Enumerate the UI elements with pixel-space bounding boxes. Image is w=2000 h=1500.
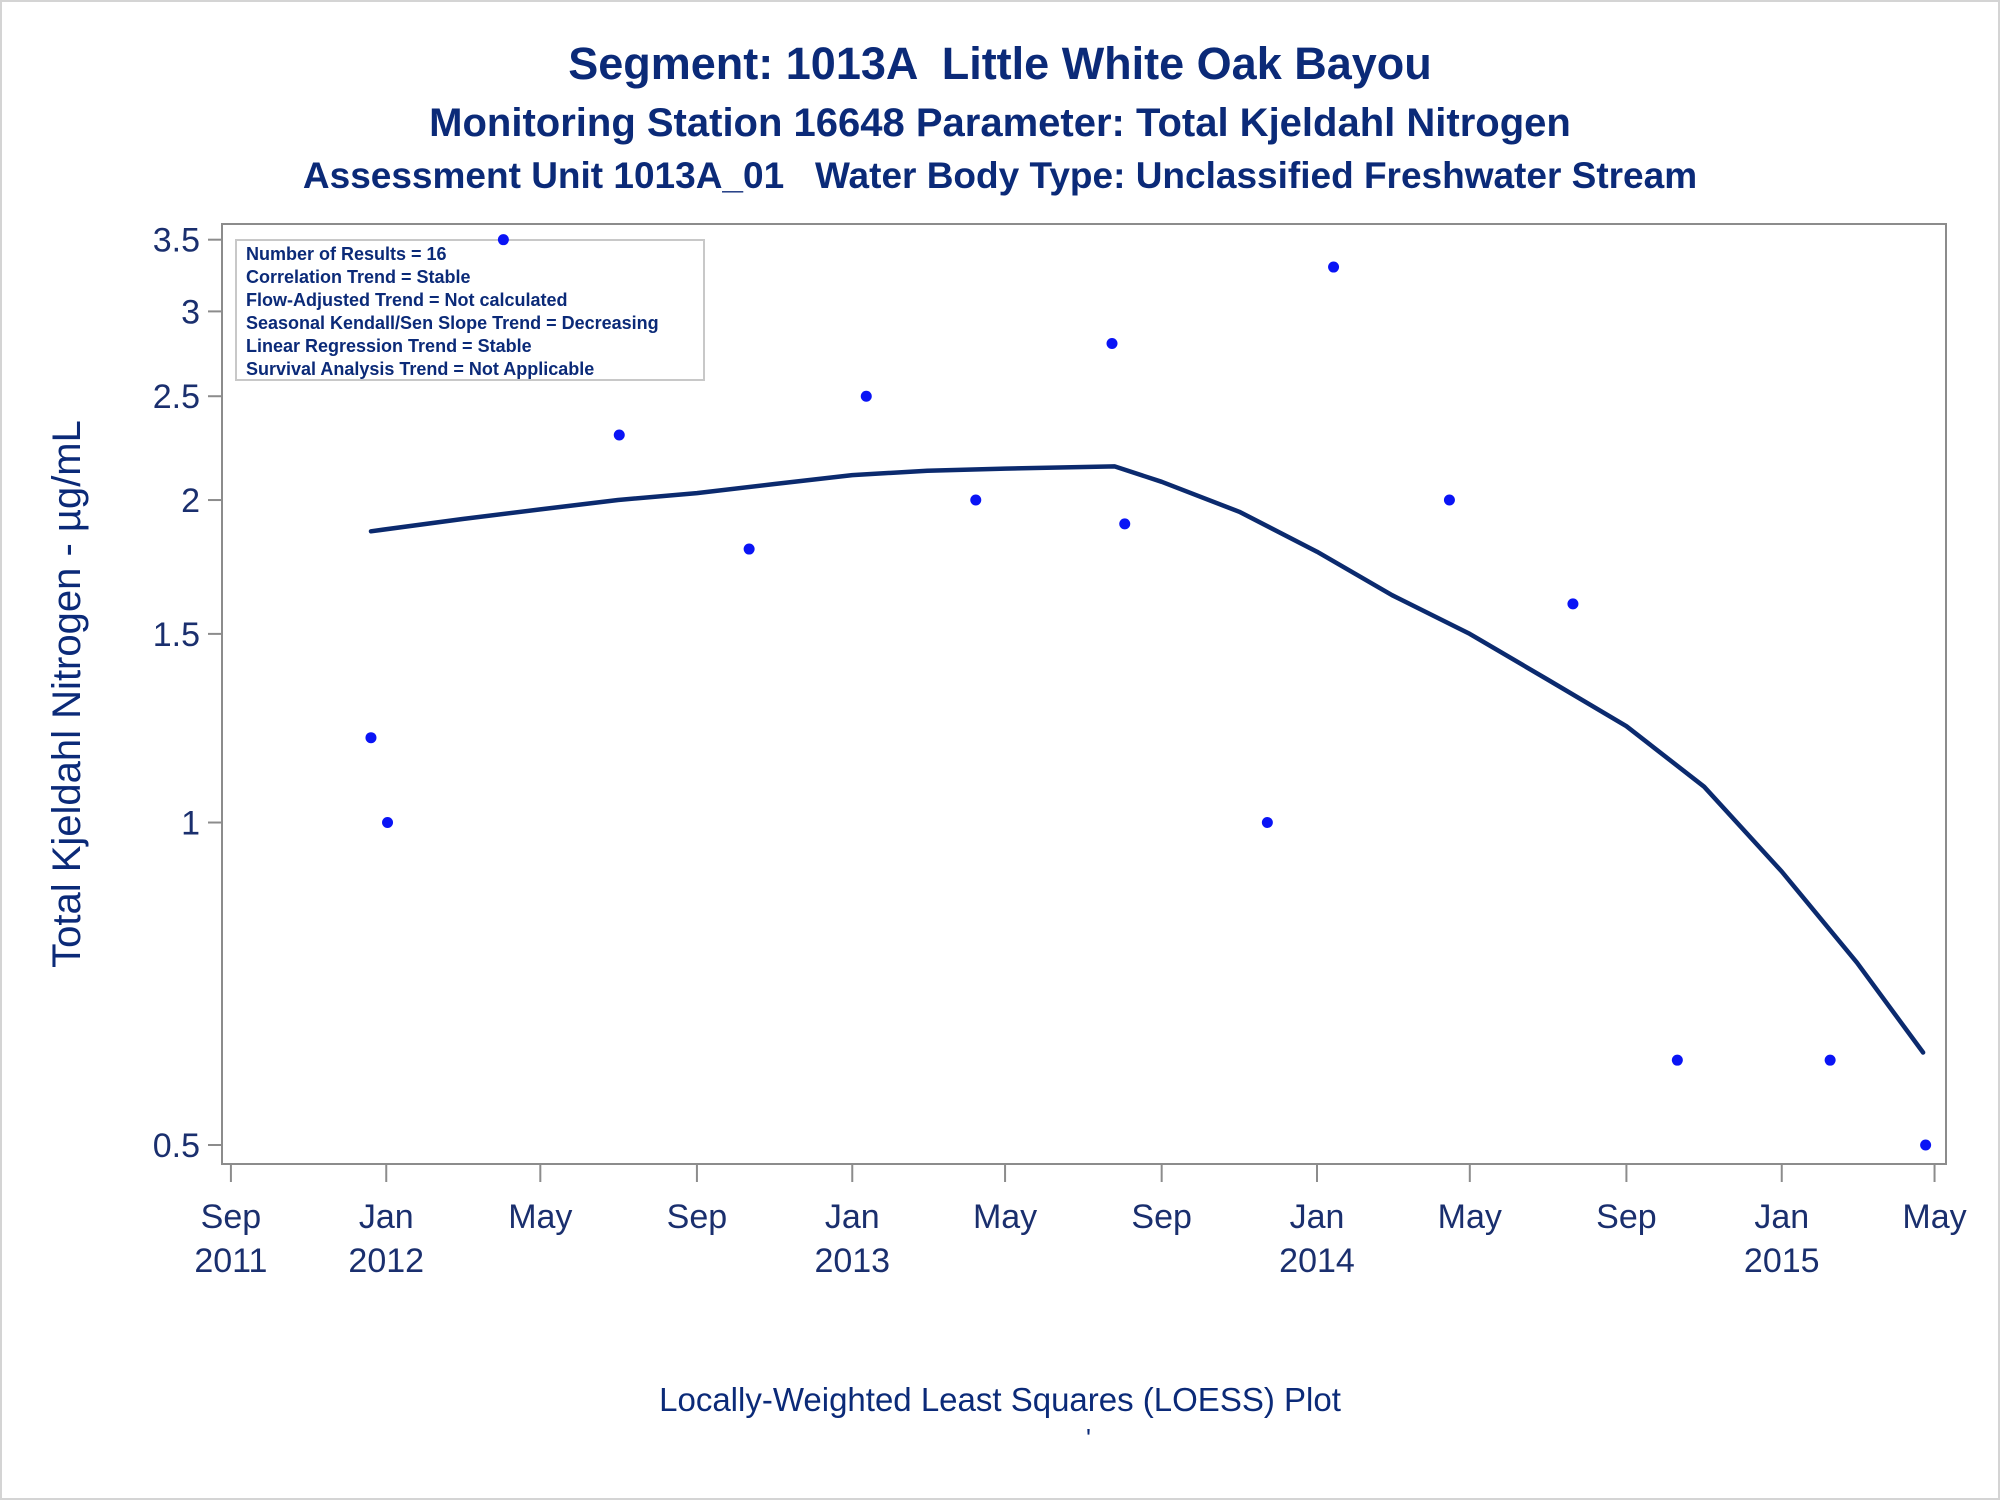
- legend-box: Number of Results = 16 Correlation Trend…: [235, 239, 705, 381]
- x-tick-label-month: Jan: [1754, 1198, 1809, 1236]
- legend-line-linear-regression: Linear Regression Trend = Stable: [246, 336, 532, 356]
- x-tick-label-month: Jan: [1290, 1198, 1345, 1236]
- y-tick-label: 2.5: [153, 378, 200, 416]
- footer-caption: Locally-Weighted Least Squares (LOESS) P…: [659, 1381, 1341, 1418]
- y-tick-label: 3: [181, 293, 200, 331]
- data-point: [1261, 817, 1273, 829]
- legend-line-seasonal-kendall: Seasonal Kendall/Sen Slope Trend = Decre…: [246, 313, 659, 333]
- x-tick-label-month: May: [1902, 1198, 1966, 1236]
- chart-subtitle-assessment: Assessment Unit 1013A_01 Water Body Type…: [302, 155, 1698, 196]
- data-point: [1567, 598, 1579, 610]
- x-tick-label-year: 2011: [194, 1242, 267, 1280]
- legend-line-survival: Survival Analysis Trend = Not Applicable: [246, 359, 594, 379]
- data-point: [1671, 1054, 1683, 1066]
- x-tick-label-month: May: [973, 1198, 1037, 1236]
- data-point: [497, 234, 509, 246]
- data-point: [970, 494, 982, 506]
- x-tick-label-month: May: [508, 1198, 572, 1236]
- y-axis: 0.5 1 1.5 2 2.5 3 3.5: [153, 222, 222, 1165]
- x-tick-label-year: 2015: [1744, 1242, 1820, 1280]
- legend-line-flow-adjusted: Flow-Adjusted Trend = Not calculated: [246, 290, 568, 310]
- x-tick-label-month: Jan: [825, 1198, 880, 1236]
- footer-mark: ': [1086, 1423, 1091, 1453]
- y-tick-label: 2: [181, 482, 200, 520]
- data-point: [365, 732, 377, 744]
- data-point: [1920, 1139, 1932, 1151]
- y-tick-label: 1.5: [153, 616, 200, 654]
- chart-title: Segment: 1013A Little White Oak Bayou: [568, 38, 1432, 89]
- x-tick-label-year: 2014: [1279, 1242, 1355, 1280]
- x-tick-label-year: 2013: [814, 1242, 890, 1280]
- x-tick-label-month: Sep: [1131, 1198, 1192, 1236]
- y-tick-label: 1: [181, 805, 200, 843]
- loess-fit-line: [368, 464, 1926, 1055]
- data-point: [860, 390, 872, 402]
- x-tick-label-month: Sep: [201, 1198, 262, 1236]
- chart-subtitle-station: Monitoring Station 16648 Parameter: Tota…: [429, 101, 1571, 145]
- data-point: [1106, 338, 1118, 350]
- data-point: [1824, 1054, 1836, 1066]
- data-point: [1119, 518, 1131, 530]
- data-point: [1443, 494, 1455, 506]
- x-axis: Sep 2011 Jan 2012 May Sep Jan 2013 May Sep Jan 2014…: [194, 1164, 1967, 1280]
- y-axis-title: Total Kjeldahl Nitrogen - µg/mL: [45, 420, 89, 968]
- x-tick-label-year: 2012: [348, 1242, 424, 1280]
- data-point: [743, 543, 755, 555]
- legend-line-results: Number of Results = 16: [246, 244, 447, 264]
- y-tick-label: 0.5: [153, 1127, 200, 1165]
- x-tick-label-month: Sep: [667, 1198, 728, 1236]
- plot-area: [221, 223, 1947, 1165]
- x-tick-label-month: May: [1438, 1198, 1502, 1236]
- chart-marks: [365, 234, 1932, 1151]
- legend-line-correlation: Correlation Trend = Stable: [246, 267, 471, 287]
- y-tick-label: 3.5: [153, 222, 200, 260]
- legend-box-border: [235, 239, 705, 381]
- data-point: [1328, 261, 1340, 273]
- data-point: [382, 817, 394, 829]
- x-tick-label-month: Jan: [359, 1198, 414, 1236]
- x-tick-label-month: Sep: [1596, 1198, 1657, 1236]
- data-point: [613, 429, 625, 441]
